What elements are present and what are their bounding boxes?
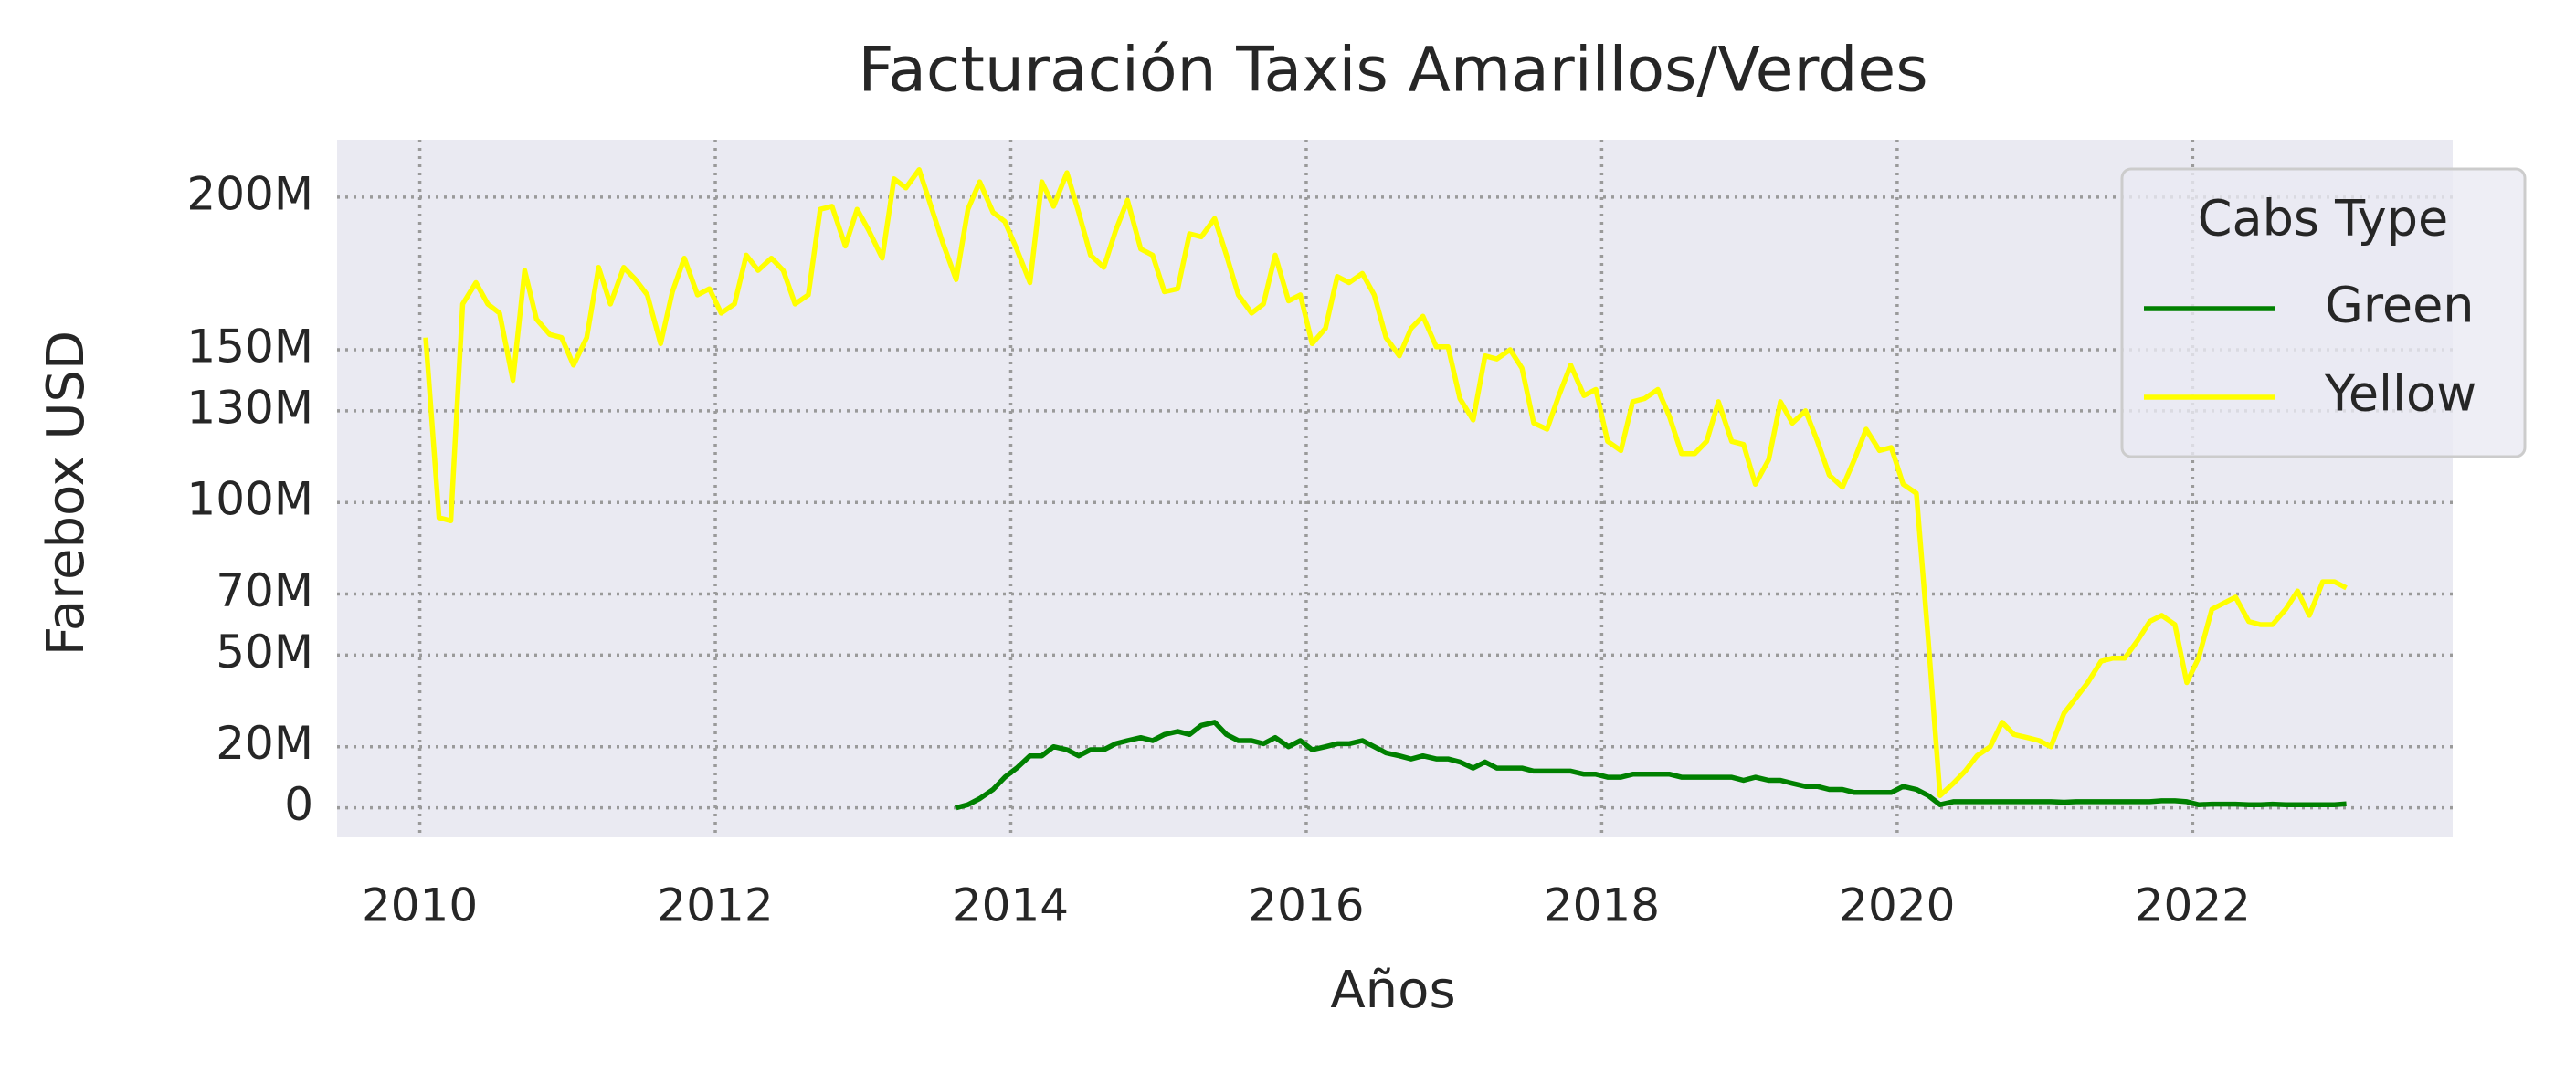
x-axis-label: Años <box>1330 961 1455 1020</box>
y-tick-label: 100M <box>186 473 313 526</box>
legend-title: Cabs Type <box>2198 190 2448 247</box>
plot-area <box>337 140 2453 837</box>
y-tick-label: 50M <box>216 626 313 679</box>
legend-label: Yellow <box>2324 365 2476 423</box>
x-tick-label: 2014 <box>953 879 1069 932</box>
y-tick-label: 20M <box>216 717 313 770</box>
y-tick-label: 200M <box>186 167 313 220</box>
x-tick-label: 2022 <box>2135 879 2251 932</box>
legend: Cabs Type Green Yellow <box>2120 167 2527 458</box>
x-tick-label: 2016 <box>1248 879 1364 932</box>
lines <box>423 167 2348 811</box>
y-tick-label: 150M <box>186 321 313 373</box>
legend-label: Green <box>2325 277 2475 334</box>
x-tick-label: 2018 <box>1544 879 1660 932</box>
series-line <box>955 720 2347 811</box>
y-axis-label: Farebox USD <box>37 331 96 656</box>
x-tick-label: 2010 <box>362 879 478 932</box>
y-tick-label: 0 <box>284 778 313 831</box>
y-tick-label: 130M <box>186 381 313 434</box>
chart-title: Facturación Taxis Amarillos/Verdes <box>858 35 1927 107</box>
series-line <box>423 167 2348 798</box>
x-tick-label: 2012 <box>657 879 773 932</box>
y-tick-label: 70M <box>216 564 313 617</box>
x-tick-label: 2020 <box>1839 879 1955 932</box>
legend-box <box>2120 167 2527 458</box>
